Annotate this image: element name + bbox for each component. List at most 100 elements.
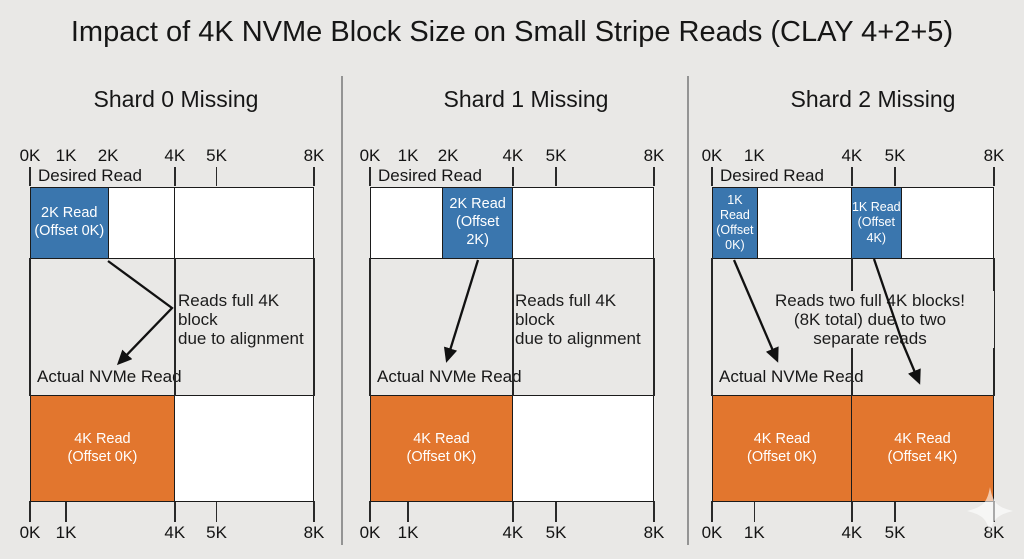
tick-mark-top xyxy=(894,167,896,186)
segment-label: 4K Read (Offset 4K) xyxy=(888,431,958,466)
tick-mark-top xyxy=(29,167,31,186)
tick-label-top: 4K xyxy=(502,146,524,165)
tick-mark-bottom xyxy=(711,501,713,522)
panel-header: Shard 2 Missing xyxy=(790,86,956,112)
tick-label-bottom: 4K xyxy=(164,523,186,542)
actual-read-bar: 4K Read (Offset 0K) xyxy=(370,395,654,502)
segment-label-line: (Offset 0K) xyxy=(34,223,105,239)
tick-mark-bottom xyxy=(174,501,176,522)
tick-label-bottom: 5K xyxy=(884,523,906,542)
annotation-line: (8K total) due to two xyxy=(793,310,947,329)
read-segment xyxy=(174,188,313,258)
segment-label: 1K Read (Offset 0K) xyxy=(713,193,757,254)
tick-label-top: 5K xyxy=(884,146,906,165)
read-segment: 4K Read (Offset 0K) xyxy=(371,396,513,501)
page-title: Impact of 4K NVMe Block Size on Small St… xyxy=(70,16,954,48)
annotation-line: due to alignment xyxy=(515,329,641,348)
tick-mark-bottom xyxy=(215,501,218,522)
segment-label-line: (Offset 2K) xyxy=(456,214,500,248)
actual-read-label: Actual NVMe Read xyxy=(719,367,864,386)
read-segment: 4K Read (Offset 0K) xyxy=(713,396,852,501)
segment-label: 2K Read (Offset 0K) xyxy=(34,205,104,240)
tick-mark-bottom xyxy=(65,501,67,522)
read-segment xyxy=(512,396,653,501)
tick-label-bottom: 8K xyxy=(303,523,325,542)
desired-read-label: Desired Read xyxy=(378,166,482,185)
tick-mark-bottom xyxy=(851,501,853,522)
read-segment xyxy=(108,188,175,258)
read-segment xyxy=(512,188,653,258)
tick-mark-bottom xyxy=(653,501,655,522)
read-segment: 1K Read (Offset 4K) xyxy=(851,188,902,258)
read-segment: 4K Read (Offset 0K) xyxy=(31,396,175,501)
tick-mark-top xyxy=(555,167,557,186)
segment-label-line: (Offset xyxy=(857,215,895,230)
tick-mark-bottom xyxy=(313,501,315,522)
gap-grid-line xyxy=(174,258,176,396)
tick-mark-bottom xyxy=(369,501,371,522)
annotation-text: Reads full 4K block due to alignment xyxy=(178,291,314,348)
tick-mark-top xyxy=(711,167,713,186)
gap-grid-line xyxy=(369,258,371,396)
tick-label-bottom: 0K xyxy=(701,523,723,542)
tick-label-bottom: 0K xyxy=(359,523,381,542)
segment-label: 2K Read (Offset 2K) xyxy=(443,196,511,249)
tick-label-bottom: 8K xyxy=(643,523,665,542)
read-segment xyxy=(174,396,313,501)
tick-label-bottom: 8K xyxy=(983,523,1005,542)
segment-label-line: 2K Read xyxy=(41,205,98,222)
segment-label: 4K Read (Offset 0K) xyxy=(747,431,817,466)
segment-label-line: 4K) xyxy=(866,230,886,245)
tick-label-top: 1K xyxy=(397,146,419,165)
annotation-line: Reads full 4K block xyxy=(178,291,280,329)
segment-label-line: (Offset xyxy=(716,223,754,237)
read-segment xyxy=(901,188,993,258)
desired-read-bar: 1K Read (Offset 0K) 1K Read (Offset 4K) xyxy=(712,187,994,259)
tick-mark-top xyxy=(369,167,371,186)
read-segment: 1K Read (Offset 0K) xyxy=(713,188,758,258)
actual-read-bar: 4K Read (Offset 0K) xyxy=(30,395,314,502)
annotation-line: due to alignment xyxy=(178,329,304,348)
gap-grid-line xyxy=(711,258,713,396)
panel-divider xyxy=(341,76,343,545)
tick-label-bottom: 1K xyxy=(55,523,77,542)
tick-label-top: 8K xyxy=(983,146,1005,165)
tick-mark-bottom xyxy=(512,501,514,522)
gap-grid-line xyxy=(512,258,514,396)
desired-read-bar: 2K Read (Offset 2K) xyxy=(370,187,654,259)
gap-grid-line xyxy=(29,258,31,396)
tick-label-top: 2K xyxy=(437,146,459,165)
segment-label-line: 2K Read xyxy=(449,196,506,213)
panel-header: Shard 0 Missing xyxy=(93,86,259,112)
panel-shard-0: Shard 0 Missing 0K 0K 1K 1K 2K 4K 4K 5K 5K 8K 8K Des… xyxy=(20,0,325,559)
gap-grid-line xyxy=(993,258,995,396)
panel-header: Shard 1 Missing xyxy=(443,86,609,112)
tick-label-bottom: 0K xyxy=(19,523,41,542)
tick-label-bottom: 5K xyxy=(206,523,227,542)
tick-label-top: 8K xyxy=(643,146,665,165)
segment-label: 1K Read (Offset 4K) xyxy=(852,200,901,246)
actual-read-bar: 4K Read (Offset 0K) 4K Read (Offset 4K) xyxy=(712,395,994,502)
tick-label-top: 1K xyxy=(743,146,765,165)
gap-grid-line xyxy=(653,258,655,396)
segment-label: 4K Read (Offset 0K) xyxy=(67,431,137,466)
segment-label-line: 4K Read xyxy=(753,430,811,447)
gap-grid-line xyxy=(313,258,315,396)
desired-read-label: Desired Read xyxy=(720,166,824,185)
annotation-line: separate reads xyxy=(813,329,927,348)
tick-mark-top xyxy=(512,167,514,186)
tick-mark-bottom xyxy=(29,501,31,522)
actual-read-label: Actual NVMe Read xyxy=(377,367,522,386)
actual-read-label: Actual NVMe Read xyxy=(37,367,182,386)
panel-shard-2: Shard 2 Missing 0K 0K 1K 1K 4K 4K 5K 5K 8K 8K Desir… xyxy=(702,0,1005,559)
segment-label-line: 4K Read xyxy=(413,430,470,447)
tick-mark-top xyxy=(851,167,853,186)
segment-label: 4K Read (Offset 0K) xyxy=(407,431,477,466)
segment-label-line: (Offset 0K) xyxy=(67,448,138,465)
segment-label-line: (Offset 0K) xyxy=(406,448,477,465)
segment-label-line: 1K Read xyxy=(719,192,750,222)
panel-divider xyxy=(687,76,689,545)
annotation-line: Reads two full 4K blocks! xyxy=(775,291,965,310)
segment-label-line: 4K Read xyxy=(74,430,131,447)
tick-label-bottom: 5K xyxy=(545,523,567,542)
